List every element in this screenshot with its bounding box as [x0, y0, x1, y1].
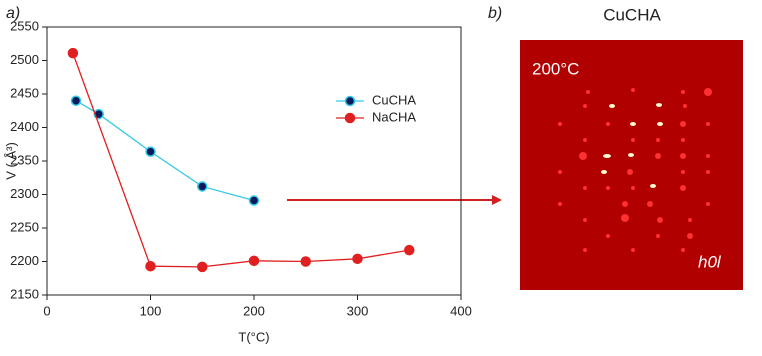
data-point: [353, 254, 362, 263]
legend-label: CuCHA: [372, 92, 416, 107]
legend-marker: [346, 97, 355, 106]
plot-frame: [47, 27, 461, 295]
legend-label: NaCHA: [372, 109, 416, 124]
panel-title: CuCHA: [603, 5, 661, 24]
x-tick-label: 400: [450, 303, 472, 318]
x-tick-label: 100: [140, 303, 162, 318]
panel-label: b): [488, 5, 502, 22]
data-point: [71, 96, 80, 105]
x-tick-label: 300: [347, 303, 369, 318]
data-point: [250, 256, 259, 265]
series-line: [73, 53, 409, 267]
data-point: [146, 147, 155, 156]
data-point: [301, 257, 310, 266]
data-point: [198, 182, 207, 191]
data-point: [250, 196, 259, 205]
data-point: [68, 49, 77, 58]
diffraction-image: 200°C h0l: [520, 40, 743, 290]
y-tick-label: 2250: [10, 219, 39, 234]
temperature-label: 200°C: [532, 59, 579, 78]
y-tick-label: 2450: [10, 85, 39, 100]
plane-label: h0l: [698, 252, 722, 271]
y-tick-label: 2150: [10, 286, 39, 301]
y-tick-label: 2200: [10, 253, 39, 268]
x-axis-label: T(°C): [238, 329, 269, 344]
figure: a) b) CuCHA 200°C h0l 215022002250230023…: [0, 0, 762, 351]
legend-marker: [346, 114, 355, 123]
y-tick-label: 2550: [10, 18, 39, 33]
y-tick-label: 2500: [10, 52, 39, 67]
x-tick-label: 200: [243, 303, 265, 318]
x-tick-label: 0: [43, 303, 50, 318]
data-point: [405, 246, 414, 255]
y-axis-label: V ( Å³): [3, 142, 18, 180]
data-point: [146, 262, 155, 271]
y-tick-label: 2300: [10, 186, 39, 201]
y-tick-label: 2400: [10, 119, 39, 134]
data-point: [198, 262, 207, 271]
page: {"chart_data": {"type": "line", "panel_l…: [0, 0, 762, 356]
